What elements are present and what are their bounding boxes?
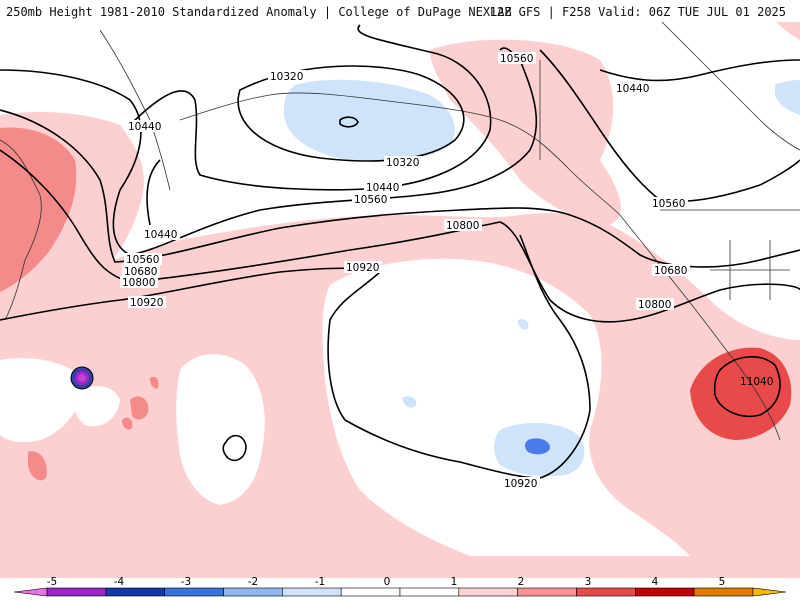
colorbar-segment <box>105 587 166 597</box>
colorbar-arrow-right <box>752 587 787 597</box>
contour-label-10560: 10560 <box>500 53 533 65</box>
contour-label-10800: 10800 <box>122 277 155 289</box>
coastlines <box>0 22 800 441</box>
contour-label-10920: 10920 <box>130 297 163 309</box>
contour-label-10680: 10680 <box>124 266 157 278</box>
negative-anomaly-moderate <box>525 438 550 455</box>
colorbar-segment <box>164 587 224 597</box>
model-run-info: 12Z GFS | F258 Valid: 06Z TUE JUL 01 202… <box>489 5 786 19</box>
contour-label-10560: 10560 <box>652 198 685 210</box>
colorbar-tick-label: -3 <box>181 576 191 588</box>
colorbar-segment <box>634 587 695 597</box>
colorbar-segments <box>13 587 787 597</box>
contour-label-10920: 10920 <box>346 262 379 274</box>
contour-label-10920: 10920 <box>504 478 537 490</box>
colorbar-tick-label: -2 <box>248 576 258 588</box>
colorbar-segment <box>399 587 460 597</box>
colorbar-tick-label: 1 <box>451 576 458 588</box>
contour-label-10560: 10560 <box>126 254 159 266</box>
contour-label-10680: 10680 <box>654 265 687 277</box>
contour-label-10440: 10440 <box>144 229 177 241</box>
contour-labels: 10320 10320 10440 10440 10440 10440 1056… <box>120 52 773 490</box>
colorbar-tick-label: -4 <box>114 576 125 588</box>
colorbar-tick-label: 4 <box>652 576 659 588</box>
contour-label-10440: 10440 <box>128 121 161 133</box>
map-title: 250mb Height 1981-2010 Standardized Anom… <box>6 5 512 19</box>
contour-label-10320: 10320 <box>386 157 419 169</box>
contour-label-10560: 10560 <box>354 194 387 206</box>
anomaly-map: 10320 10320 10440 10440 10440 10440 1056… <box>0 22 800 578</box>
colorbar-segment <box>517 587 577 597</box>
colorbar: -5 -4 -3 -2 -1 0 1 2 3 4 5 <box>13 576 787 597</box>
contour-label-10800: 10800 <box>446 220 479 232</box>
colorbar-segment <box>693 587 754 597</box>
contour-label-10440: 10440 <box>366 182 399 194</box>
colorbar-tick-label: 2 <box>518 576 525 588</box>
colorbar-arrow-left <box>13 587 48 597</box>
colorbar-tick-label: -1 <box>315 576 325 588</box>
colorbar-segment <box>340 587 401 597</box>
extreme-anomaly-spot <box>70 366 94 390</box>
colorbar-tick-label: 5 <box>719 576 726 588</box>
positive-anomaly-moderate <box>0 127 792 481</box>
contour-label-10440: 10440 <box>616 83 649 95</box>
colorbar-tick-label: 0 <box>384 576 391 588</box>
contour-label-11040: 11040 <box>740 376 773 388</box>
colorbar-tick-label: -5 <box>47 576 57 588</box>
map-header: 250mb Height 1981-2010 Standardized Anom… <box>0 0 800 22</box>
contour-label-10320: 10320 <box>270 71 303 83</box>
colorbar-segment <box>223 587 283 597</box>
colorbar-segment <box>576 587 636 597</box>
neutral-anomaly-areas <box>0 258 690 556</box>
contour-label-10800: 10800 <box>638 299 671 311</box>
colorbar-tick-label: 3 <box>585 576 592 588</box>
colorbar-segment <box>46 587 107 597</box>
colorbar-ticks: -5 -4 -3 -2 -1 0 1 2 3 4 5 <box>47 576 726 588</box>
colorbar-segment <box>458 587 518 597</box>
colorbar-segment <box>282 587 342 597</box>
